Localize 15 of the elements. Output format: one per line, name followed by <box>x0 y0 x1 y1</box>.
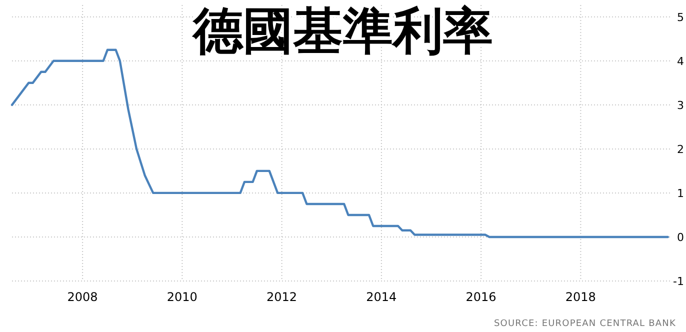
x-tick-label: 2016 <box>466 290 496 304</box>
x-tick-label: 2018 <box>565 290 596 304</box>
y-tick-label: 5 <box>677 10 684 24</box>
x-tick-label: 2014 <box>366 290 397 304</box>
y-tick-label: 4 <box>677 54 684 68</box>
x-tick-label: 2010 <box>166 290 198 304</box>
y-tick-label: 1 <box>677 186 684 200</box>
x-tick-label: 2008 <box>67 290 98 304</box>
y-tick-label: 3 <box>677 98 684 112</box>
y-tick-label: -1 <box>673 275 684 288</box>
chart-title: 德國基準利率 <box>191 2 493 60</box>
y-tick-label: 0 <box>677 230 684 244</box>
x-tick-label: 2012 <box>266 290 298 304</box>
y-tick-label: 2 <box>677 142 684 156</box>
source-note: SOURCE: EUROPEAN CENTRAL BANK <box>494 319 676 329</box>
